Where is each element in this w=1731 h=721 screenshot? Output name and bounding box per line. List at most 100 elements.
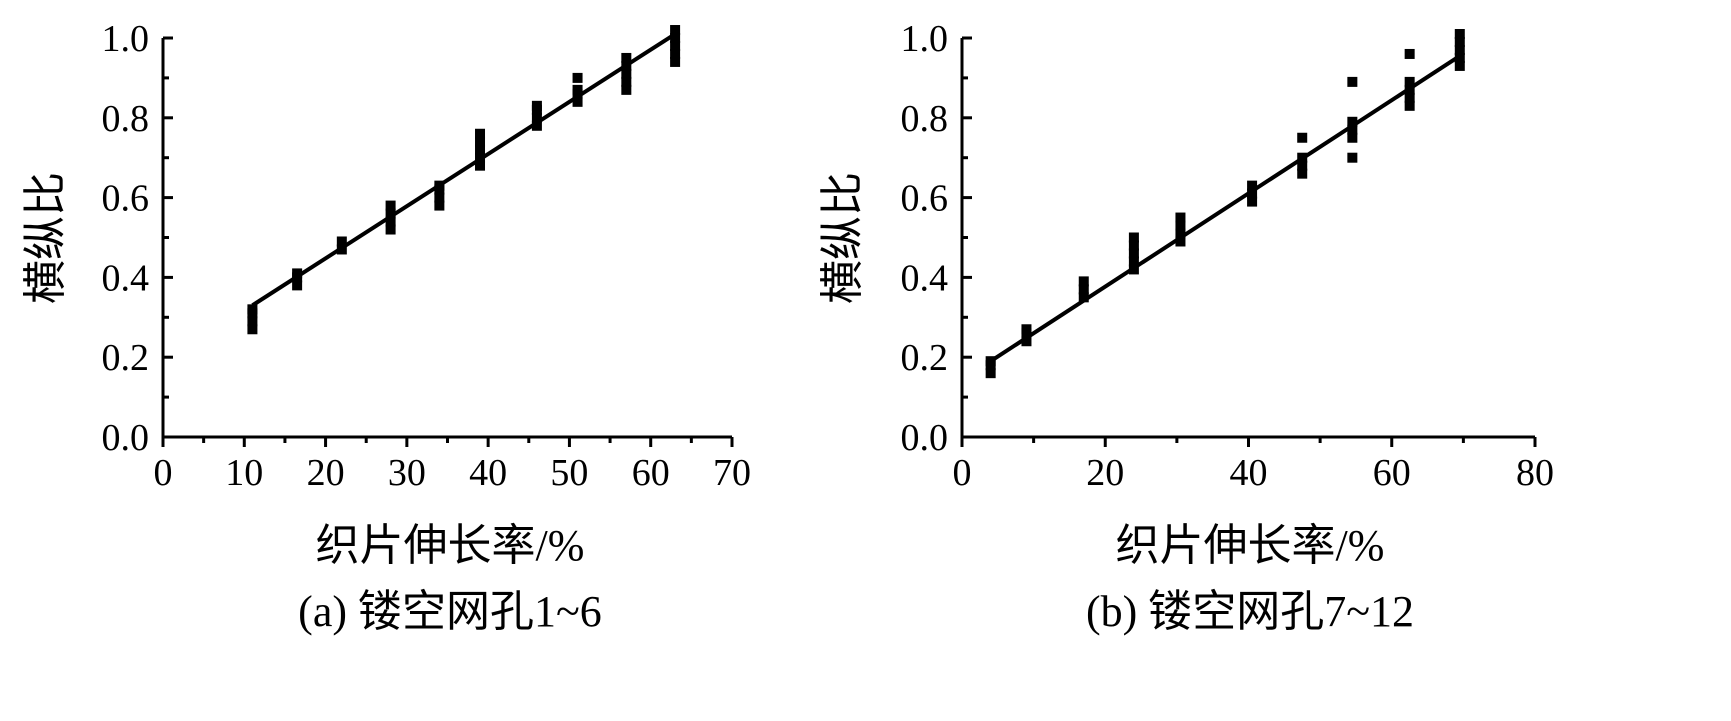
- data-point: [1247, 196, 1258, 207]
- y-tick-label: 0.6: [901, 178, 949, 220]
- data-point: [621, 68, 632, 79]
- data-point: [1078, 284, 1089, 295]
- x-tick-label: 60: [1373, 452, 1411, 494]
- x-tick-label: 50: [550, 452, 588, 494]
- data-point: [1404, 92, 1415, 103]
- x-tick-label: 20: [1086, 452, 1124, 494]
- data-point: [531, 112, 542, 123]
- data-point: [385, 200, 396, 211]
- y-tick-label: 0.4: [901, 257, 949, 299]
- data-point: [336, 244, 347, 255]
- data-point: [1247, 188, 1258, 199]
- data-point: [1347, 152, 1358, 163]
- data-point: [531, 100, 542, 111]
- data-point: [1347, 76, 1358, 87]
- data-point: [1404, 48, 1415, 59]
- data-point: [670, 25, 681, 36]
- data-point: [670, 48, 681, 59]
- data-point: [336, 236, 347, 247]
- data-point: [1021, 324, 1032, 335]
- data-point: [1128, 232, 1139, 243]
- data-point: [1454, 60, 1465, 71]
- x-tick-label: 0: [154, 452, 173, 494]
- data-point: [1247, 180, 1258, 191]
- data-point: [670, 56, 681, 67]
- data-point: [385, 216, 396, 227]
- data-point: [1297, 152, 1308, 163]
- panel-caption: (a) 镂空网孔1~6: [298, 587, 602, 636]
- x-tick-label: 20: [307, 452, 345, 494]
- data-point: [1454, 29, 1465, 40]
- y-tick-label: 0.2: [901, 337, 949, 379]
- data-point: [475, 152, 486, 163]
- data-point: [1297, 160, 1308, 171]
- data-point: [434, 180, 445, 191]
- x-tick-label: 80: [1516, 452, 1554, 494]
- data-point: [572, 72, 583, 83]
- panel-b: 横纵比 织片伸长率/% (b) 镂空网孔7~12 0.0 0.2 0.4 0.6 0.8…: [818, 18, 1554, 636]
- data-point: [1454, 52, 1465, 63]
- data-point: [572, 84, 583, 95]
- data-point: [1404, 84, 1415, 95]
- data-point: [475, 128, 486, 139]
- data-point: [1454, 36, 1465, 47]
- data-point: [1404, 76, 1415, 87]
- data-point: [247, 316, 258, 327]
- y-tick-label: 0.8: [901, 98, 949, 140]
- data-point: [1347, 124, 1358, 135]
- data-point: [1297, 168, 1308, 179]
- data-point: [621, 76, 632, 87]
- data-point: [1128, 248, 1139, 259]
- y-tick-label: 1.0: [102, 18, 150, 60]
- data-point: [531, 120, 542, 131]
- fit-line: [989, 54, 1461, 363]
- y-tick-label: 0.0: [102, 417, 150, 459]
- y-tick-label: 0.0: [901, 417, 949, 459]
- data-point: [985, 368, 996, 379]
- x-tick-label: 10: [225, 452, 263, 494]
- data-point: [292, 268, 303, 279]
- data-point: [621, 60, 632, 71]
- data-point: [1454, 44, 1465, 55]
- panel-a: 横纵比 织片伸长率/% (a) 镂空网孔1~6 0.0 0.2 0.4 0.6 0.8 1…: [21, 18, 751, 636]
- fit-line: [251, 32, 677, 308]
- data-point: [1404, 100, 1415, 111]
- y-tick-label: 0.8: [102, 98, 150, 140]
- data-point: [1347, 116, 1358, 127]
- data-point: [1175, 220, 1186, 231]
- data-point: [621, 52, 632, 63]
- panel-caption: (b) 镂空网孔7~12: [1086, 587, 1414, 636]
- data-point: [475, 136, 486, 147]
- data-point: [1347, 132, 1358, 143]
- data-point: [1078, 292, 1089, 303]
- data-point: [1021, 336, 1032, 347]
- x-tick-label: 0: [953, 452, 972, 494]
- x-axis-label: 织片伸长率/%: [1116, 521, 1385, 570]
- y-axis-label: 横纵比: [818, 172, 867, 304]
- y-tick-label: 0.4: [102, 257, 150, 299]
- data-point: [475, 160, 486, 171]
- y-tick-label: 0.6: [102, 178, 150, 220]
- data-point: [385, 208, 396, 219]
- data-point: [385, 224, 396, 235]
- data-point: [621, 84, 632, 95]
- data-point: [670, 33, 681, 43]
- y-axis-label: 横纵比: [21, 172, 70, 304]
- data-point: [434, 200, 445, 211]
- x-axis-label: 织片伸长率/%: [316, 521, 585, 570]
- data-point: [1128, 256, 1139, 267]
- data-point: [247, 304, 258, 315]
- x-tick-label: 40: [469, 452, 507, 494]
- data-point: [1175, 228, 1186, 239]
- data-point: [1297, 132, 1308, 143]
- data-point: [475, 144, 486, 155]
- data-point: [1128, 264, 1139, 275]
- x-tick-label: 40: [1230, 452, 1268, 494]
- x-tick-label: 70: [713, 452, 751, 494]
- data-point: [985, 356, 996, 367]
- y-tick-label: 1.0: [901, 18, 949, 60]
- x-tick-label: 30: [388, 452, 426, 494]
- data-point: [572, 96, 583, 107]
- data-point: [247, 324, 258, 335]
